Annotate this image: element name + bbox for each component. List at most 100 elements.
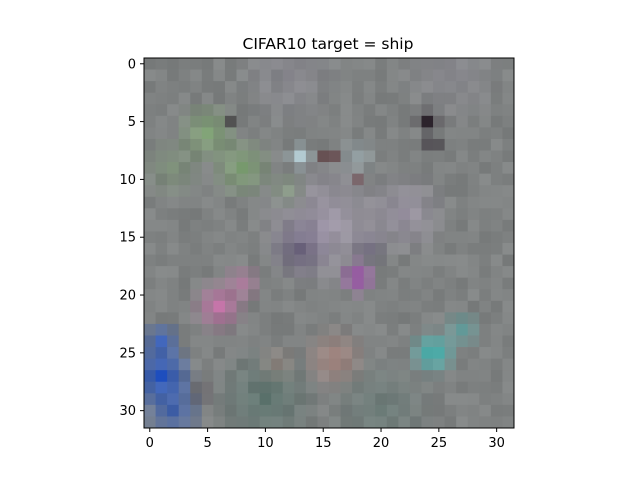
pixel-cell [259, 127, 272, 140]
pixel-cell [375, 312, 388, 325]
pixel-cell [467, 393, 480, 406]
pixel-cell [329, 104, 341, 117]
pixel-cell [421, 150, 434, 163]
pixel-cell [190, 92, 203, 105]
pixel-cell [444, 416, 457, 429]
pixel-cell [375, 219, 388, 232]
pixel-cell [190, 69, 203, 82]
pixel-cell [398, 196, 411, 209]
pixel-cell [375, 115, 388, 128]
pixel-cell [444, 277, 457, 290]
pixel-cell [352, 300, 365, 313]
pixel-cell [317, 370, 330, 383]
pixel-cell [155, 127, 168, 140]
pixel-cell [386, 243, 399, 255]
x-tick-label: 0 [146, 436, 154, 451]
pixel-cell [490, 150, 503, 163]
pixel-cell [236, 300, 249, 313]
pixel-cell [294, 196, 307, 209]
pixel-cell [236, 277, 249, 290]
pixel-cell [271, 104, 284, 117]
pixel-cell [201, 358, 214, 371]
pixel-cell [467, 173, 480, 186]
pixel-cell [201, 92, 214, 105]
pixel-cell [479, 127, 492, 140]
pixel-cell [282, 358, 295, 371]
pixel-cell [456, 127, 469, 140]
pixel-cell [502, 404, 515, 417]
pixel-cell [352, 150, 365, 163]
pixel-cell [305, 323, 318, 336]
pixel-cell [236, 69, 249, 82]
pixel-cell [167, 92, 180, 105]
pixel-cell [421, 231, 434, 244]
pixel-cell [317, 185, 330, 198]
pixel-cell [178, 289, 191, 302]
pixel-cell [444, 300, 457, 313]
pixel-cell [144, 335, 156, 348]
pixel-cell [305, 300, 318, 313]
pixel-cell [363, 231, 376, 244]
pixel-cell [409, 208, 422, 221]
pixel-cell [305, 81, 318, 94]
pixel-cell [363, 335, 376, 348]
pixel-cell [190, 289, 203, 302]
pixel-cell [317, 208, 330, 221]
pixel-cell [490, 370, 503, 383]
pixel-cell [456, 243, 469, 255]
pixel-cell [375, 196, 388, 209]
pixel-cell [398, 266, 411, 279]
pixel-cell [282, 150, 295, 163]
pixel-cell [167, 381, 180, 394]
pixel-cell [155, 277, 168, 290]
pixel-cell [305, 404, 318, 417]
pixel-cell [317, 335, 330, 348]
pixel-cell [467, 127, 480, 140]
pixel-cell [144, 370, 156, 383]
pixel-cell [167, 370, 180, 383]
pixel-cell [375, 173, 388, 186]
pixel-cell [294, 393, 307, 406]
pixel-cell [352, 208, 365, 221]
pixel-cell [213, 370, 226, 383]
pixel-cell [433, 393, 446, 406]
pixel-cell [398, 138, 411, 151]
pixel-cell [352, 347, 365, 360]
pixel-cell [236, 185, 249, 198]
pixel-cell [502, 115, 515, 128]
pixel-cell [294, 150, 307, 163]
pixel-cell [502, 243, 515, 255]
pixel-cell [305, 254, 318, 267]
pixel-cell [502, 92, 515, 105]
pixel-cell [167, 162, 180, 175]
pixel-cell [421, 393, 434, 406]
pixel-cell [213, 162, 226, 175]
pixel-cell [502, 347, 515, 360]
pixel-cell [479, 104, 492, 117]
pixel-cell [144, 104, 156, 117]
pixel-cell [433, 208, 446, 221]
pixel-cell [236, 173, 249, 186]
pixel-cell [213, 58, 226, 70]
pixel-cell [271, 335, 284, 348]
pixel-cell [317, 347, 330, 360]
pixel-cell [144, 416, 156, 429]
pixel-cell [329, 404, 341, 417]
pixel-cell [409, 127, 422, 140]
pixel-cell [352, 416, 365, 429]
pixel-cell [444, 185, 457, 198]
pixel-cell [433, 277, 446, 290]
pixel-cell [259, 115, 272, 128]
pixel-cell [421, 173, 434, 186]
pixel-cell [386, 381, 399, 394]
pixel-cell [502, 104, 515, 117]
pixel-cell [444, 127, 457, 140]
pixel-cell [248, 254, 261, 267]
pixel-cell [340, 138, 353, 151]
pixel-cell [144, 92, 156, 105]
pixel-cell [282, 104, 295, 117]
pixel-cell [421, 300, 434, 313]
pixel-cell [398, 300, 411, 313]
pixel-cell [352, 69, 365, 82]
pixel-cell [456, 173, 469, 186]
